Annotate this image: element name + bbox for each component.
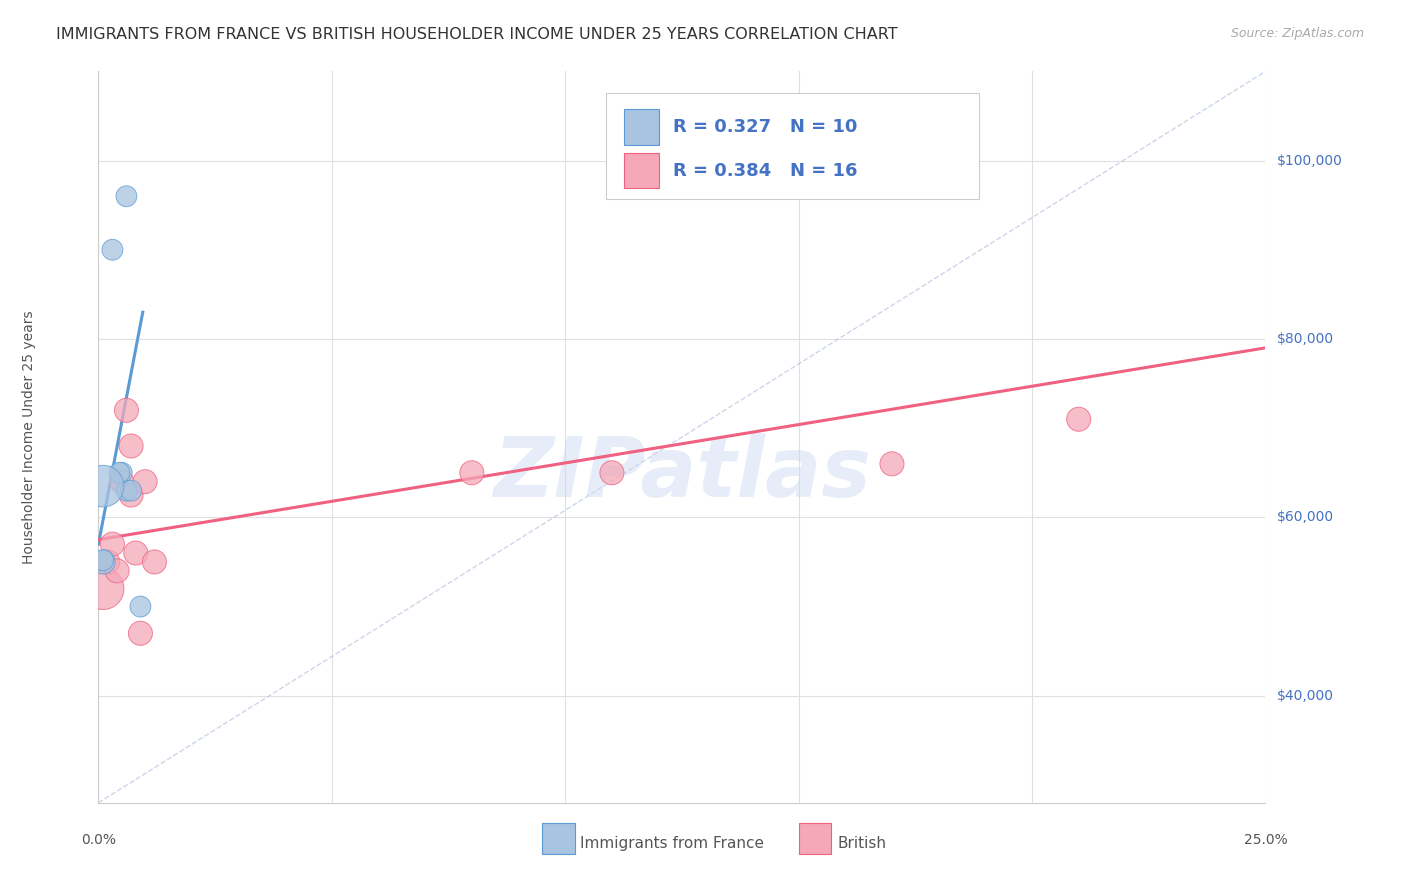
Point [91,479,114,493]
Point [97,555,120,569]
Point [125,546,148,560]
Point [115,483,138,498]
Bar [799,823,831,854]
Point [120,483,142,498]
Point [91,553,114,567]
Point [101,243,124,257]
Point [120,439,142,453]
Text: ZIPatlas: ZIPatlas [494,434,870,514]
Text: IMMIGRANTS FROM FRANCE VS BRITISH HOUSEHOLDER INCOME UNDER 25 YEARS CORRELATION : IMMIGRANTS FROM FRANCE VS BRITISH HOUSEH… [56,27,898,42]
Text: $100,000: $100,000 [1277,153,1343,168]
Point [129,599,152,614]
Point [120,488,142,502]
Point [134,475,156,489]
Text: 25.0%: 25.0% [1243,833,1288,847]
Text: Householder Income Under 25 years: Householder Income Under 25 years [22,310,37,564]
Point [111,475,134,489]
Text: R = 0.384   N = 16: R = 0.384 N = 16 [672,161,858,180]
Point [115,403,138,417]
Point [115,189,138,203]
Bar [624,110,658,145]
Bar [624,153,658,188]
Point [111,466,134,480]
Text: R = 0.327   N = 10: R = 0.327 N = 10 [672,118,856,136]
Point [105,564,128,578]
Text: British: British [837,836,886,851]
Point [101,537,124,551]
Point [129,626,152,640]
Bar [541,823,575,854]
Point [1067,412,1090,426]
Text: Immigrants from France: Immigrants from France [581,836,765,851]
Text: $40,000: $40,000 [1277,689,1333,703]
Point [461,466,484,480]
Text: 0.0%: 0.0% [82,833,115,847]
Point [143,555,166,569]
Point [91,582,114,596]
Text: Source: ZipAtlas.com: Source: ZipAtlas.com [1230,27,1364,40]
Point [91,555,114,569]
Text: $60,000: $60,000 [1277,510,1334,524]
Point [600,466,623,480]
Point [880,457,903,471]
FancyBboxPatch shape [606,94,980,200]
Point [108,466,131,480]
Text: $80,000: $80,000 [1277,332,1334,346]
